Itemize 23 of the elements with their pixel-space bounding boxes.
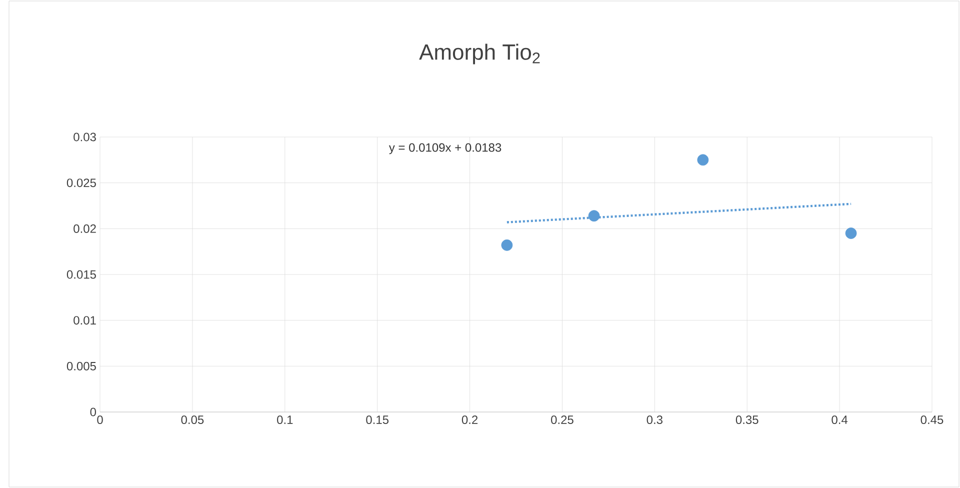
annotation: y = 0.0109x + 0.0183 (388, 143, 502, 154)
y-tick-label: 0.02 (74, 224, 96, 233)
x-tick-label: 0 (97, 416, 103, 424)
x-tick-label: 0.35 (736, 416, 758, 424)
x-tick-label: 0.25 (551, 416, 574, 424)
y-tick-label: 0 (90, 408, 96, 416)
x-tick-label: 0.2 (462, 416, 478, 424)
x-tick-label: 0.45 (920, 416, 944, 424)
point (501, 239, 513, 251)
y-tick-label: 0.01 (74, 316, 96, 325)
point (697, 154, 709, 166)
chart-title: Amorph Tio$_{2}$ (419, 44, 540, 64)
x-tick-label: 0.1 (277, 416, 293, 424)
y-tick-label: 0.03 (74, 132, 96, 142)
x-tick-label: 0.3 (646, 416, 662, 424)
x-tick-label: 0.05 (181, 416, 204, 424)
x-tick-label: 0.4 (832, 416, 848, 424)
x-tick-label: 0.15 (366, 416, 389, 424)
point (845, 228, 857, 239)
y-tick-label: 0.015 (66, 270, 96, 279)
y-tick-label: 0.025 (66, 178, 96, 188)
y-tick-label: 0.005 (66, 362, 96, 370)
point (588, 210, 600, 222)
